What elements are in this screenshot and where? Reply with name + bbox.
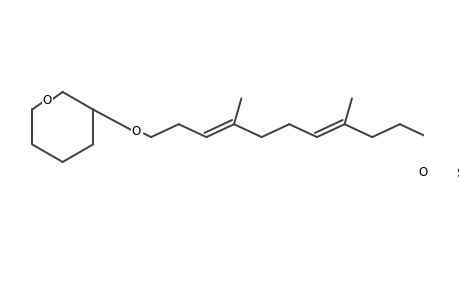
Text: O: O (43, 94, 52, 107)
Text: O: O (131, 125, 140, 138)
Text: O: O (417, 166, 426, 178)
Text: Si: Si (455, 167, 459, 181)
